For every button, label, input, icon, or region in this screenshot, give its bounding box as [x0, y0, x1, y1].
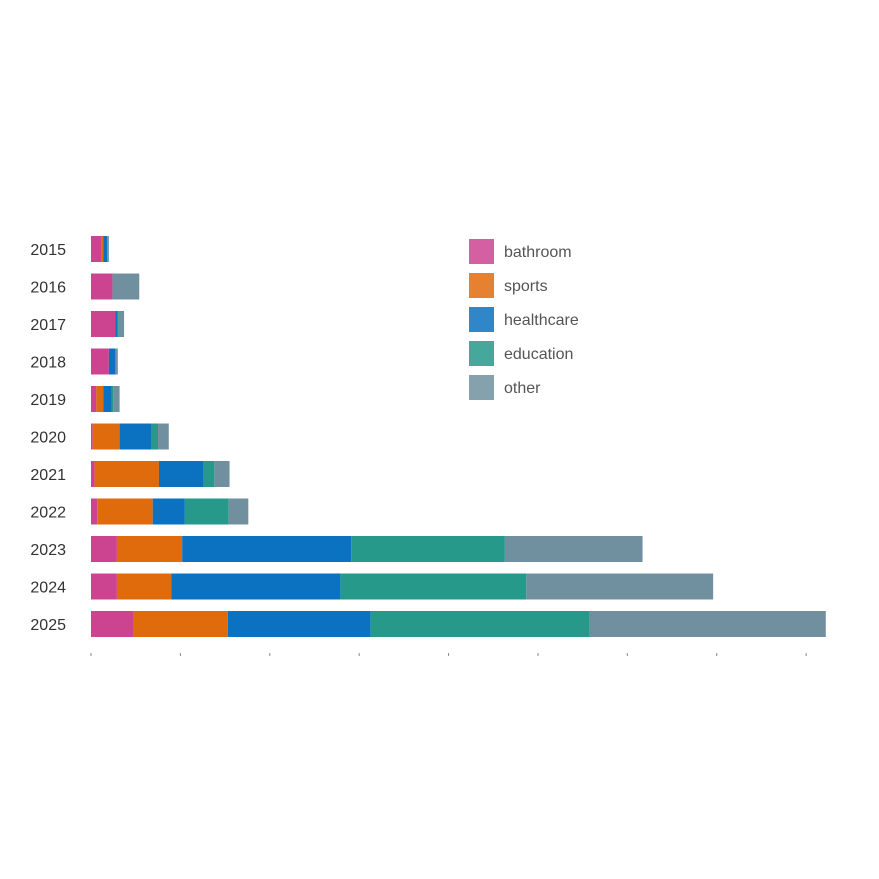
legend-swatch-education [469, 341, 494, 366]
bar-segment-2024-education [340, 573, 527, 600]
year-label-2025: 2025 [30, 617, 66, 634]
legend-swatch-healthcare [469, 307, 494, 332]
bar-segment-2025-bathroom [91, 611, 134, 637]
bar-segment-2024-bathroom [91, 573, 117, 600]
bar-segment-2020-education [151, 423, 159, 450]
bar-segment-2020-other [158, 423, 169, 450]
bar-segment-2015-sports [101, 236, 104, 262]
legend-label-education: education [504, 346, 573, 363]
bar-segment-2023-bathroom [91, 536, 117, 562]
bar-segment-2020-sports [92, 423, 120, 450]
bar-segment-2024-sports [116, 573, 172, 600]
legend-swatch-other [469, 375, 494, 400]
bar-segment-2019-bathroom [91, 386, 97, 412]
bar-segment-2019-healthcare [103, 386, 112, 412]
legend-label-healthcare: healthcare [504, 312, 579, 329]
bar-segment-2018-healthcare [108, 348, 116, 375]
year-label-2017: 2017 [30, 317, 66, 334]
bar-segment-2017-bathroom [91, 311, 116, 337]
bar-segment-2020-healthcare [119, 423, 152, 450]
legend: bathroom sports healthcare education other [469, 239, 579, 400]
year-label-2021: 2021 [30, 467, 66, 484]
year-label-2018: 2018 [30, 355, 66, 372]
bar-segment-2019-other [113, 386, 120, 412]
year-labels-group: 2015 2016 2017 2018 2019 2020 2021 2022 2023 2024… [30, 242, 66, 634]
bar-segment-2025-sports [133, 611, 228, 637]
bar-segment-2018-education [115, 348, 117, 375]
bar-segment-2022-bathroom [91, 498, 98, 525]
bar-segment-2024-healthcare [171, 573, 341, 600]
year-label-2023: 2023 [30, 542, 66, 559]
bar-segment-2018-bathroom [91, 348, 109, 375]
bar-segment-2021-bathroom [91, 461, 95, 487]
bar-segment-2023-sports [116, 536, 183, 562]
bar-segment-2022-other [228, 498, 249, 525]
bar-segment-2022-sports [97, 498, 153, 525]
legend-label-other: other [504, 380, 541, 397]
bar-segment-2015-other [107, 236, 109, 262]
bar-segment-2015-healthcare [103, 236, 108, 262]
bar-segment-2021-other [214, 461, 230, 487]
year-label-2022: 2022 [30, 505, 66, 522]
legend-swatch-bathroom [469, 239, 494, 264]
bars-group [91, 236, 826, 637]
legend-label-bathroom: bathroom [504, 244, 572, 261]
legend-swatch-sports [469, 273, 494, 298]
bar-segment-2024-other [526, 573, 714, 600]
bar-segment-2018-other [116, 348, 118, 375]
bar-segment-2023-healthcare [182, 536, 352, 562]
bar-segment-2021-healthcare [158, 461, 204, 487]
bar-segment-2016-bathroom [91, 273, 113, 300]
bar-segment-2021-sports [94, 461, 159, 487]
year-label-2024: 2024 [30, 580, 66, 597]
bar-segment-2017-education [117, 311, 119, 337]
bar-segment-2019-sports [96, 386, 104, 412]
bar-segment-2020-bathroom [91, 423, 93, 450]
bar-segment-2025-education [370, 611, 590, 637]
legend-label-sports: sports [504, 278, 548, 295]
x-axis [90, 653, 807, 656]
bar-segment-2022-education [184, 498, 229, 525]
bar-segment-2023-other [504, 536, 643, 562]
year-label-2016: 2016 [30, 280, 66, 297]
bar-segment-2017-other [118, 311, 125, 337]
year-label-2015: 2015 [30, 242, 66, 259]
bar-segment-2025-other [589, 611, 826, 637]
bar-segment-2015-bathroom [91, 236, 102, 262]
bar-segment-2023-education [351, 536, 505, 562]
bar-segment-2025-healthcare [227, 611, 371, 637]
bar-segment-2019-education [111, 386, 114, 412]
year-label-2019: 2019 [30, 392, 66, 409]
bar-segment-2017-healthcare [115, 311, 118, 337]
bar-segment-2016-other [112, 273, 140, 300]
year-label-2020: 2020 [30, 430, 66, 447]
bar-segment-2021-education [203, 461, 215, 487]
bar-segment-2022-healthcare [152, 498, 185, 525]
